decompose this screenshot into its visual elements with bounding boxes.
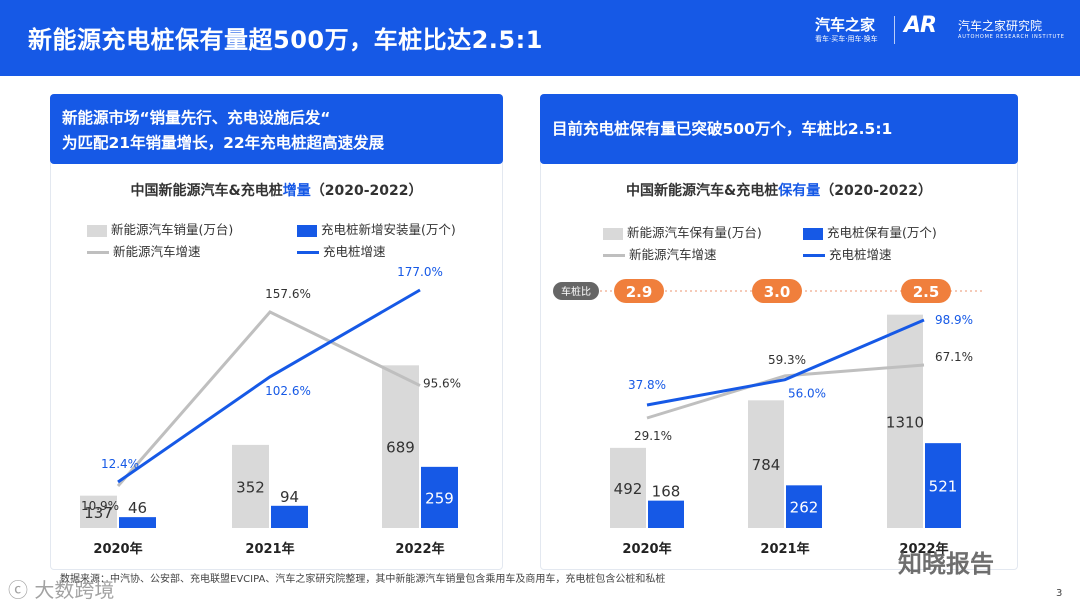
left-line-blue bbox=[117, 288, 421, 484]
right-line-blue-label-2: 98.9% bbox=[935, 313, 973, 327]
left-category-2: 2022年 bbox=[395, 541, 444, 557]
ratio-value-2: 2.5 bbox=[913, 283, 940, 301]
left-line-blue-label-1: 102.6% bbox=[265, 384, 311, 398]
ratio-value-1: 3.0 bbox=[764, 283, 791, 301]
right-line-blue-label-0: 37.8% bbox=[628, 378, 666, 392]
left-chart-title: 中国新能源汽车&充电桩增量（2020-2022） bbox=[51, 180, 502, 200]
left-banner-line2: 为匹配21年销量增长，22年充电桩超高速发展 bbox=[62, 134, 385, 152]
left-bar-gray-1 bbox=[232, 444, 269, 528]
ratio-label-pill bbox=[553, 282, 599, 300]
left-banner: 新能源市场“销量先行、充电设施后发“ 为匹配21年销量增长，22年充电桩超高速发… bbox=[50, 94, 503, 164]
right-bar-blue-2 bbox=[925, 443, 961, 528]
right-line-gray bbox=[646, 363, 925, 420]
left-category-1: 2021年 bbox=[245, 541, 294, 557]
right-title-prefix: 中国新能源汽车&充电桩 bbox=[626, 183, 779, 199]
research-institute-name-en: AUTOHOME RESEARCH INSTITUTE bbox=[958, 34, 1065, 40]
left-line-gray bbox=[116, 310, 421, 487]
right-line-blue-label-1: 56.0% bbox=[788, 387, 826, 401]
left-title-suffix: （2020-2022） bbox=[310, 183, 423, 199]
right-bar-gray-label-2: 1310 bbox=[886, 413, 924, 431]
right-bar-blue-label-1: 262 bbox=[790, 499, 819, 517]
right-category-2: 2022年 bbox=[899, 541, 948, 557]
right-bar-gray-2 bbox=[887, 314, 923, 528]
left-title-prefix: 中国新能源汽车&充电桩 bbox=[130, 183, 283, 199]
header-bar: 新能源充电桩保有量超500万，车桩比达2.5:1 汽车之家 看车·买车·用车·换… bbox=[0, 0, 1080, 76]
right-category-0: 2020年 bbox=[622, 541, 671, 557]
ratio-pill-2 bbox=[901, 279, 951, 303]
right-banner: 目前充电桩保有量已突破500万个，车桩比2.5:1 bbox=[540, 94, 1018, 164]
left-line-gray-label-1: 157.6% bbox=[265, 287, 311, 301]
left-legend-bar-blue: 充电桩新增安装量(万个) bbox=[297, 219, 456, 238]
page-title: 新能源充电桩保有量超500万，车桩比达2.5:1 bbox=[28, 26, 543, 54]
ratio-pill-1 bbox=[752, 279, 802, 303]
ratio-pill-0 bbox=[614, 279, 664, 303]
right-bar-gray-1 bbox=[748, 400, 784, 528]
right-bar-blue-1 bbox=[786, 485, 822, 528]
right-panel: 目前充电桩保有量已突破500万个，车桩比2.5:1 中国新能源汽车&充电桩保有量… bbox=[540, 94, 1018, 570]
left-bar-gray-label-2: 689 bbox=[386, 439, 415, 457]
right-line-blue bbox=[646, 318, 925, 407]
right-legend-bar-gray: 新能源汽车保有量(万台) bbox=[603, 222, 762, 241]
right-category-1: 2021年 bbox=[760, 541, 809, 557]
right-bar-gray-label-0: 492 bbox=[614, 480, 643, 498]
left-bar-blue-label-2: 259 bbox=[425, 489, 454, 507]
right-title-suffix: （2020-2022） bbox=[820, 183, 932, 199]
left-bar-blue-0 bbox=[119, 517, 156, 528]
right-legend-line-blue: 充电桩增速 bbox=[803, 244, 892, 263]
left-line-blue-label-2: 177.0% bbox=[397, 265, 443, 279]
left-legend-line-gray: 新能源汽车增速 bbox=[87, 241, 201, 260]
left-title-highlight: 增量 bbox=[282, 183, 311, 199]
left-legend-bar-gray: 新能源汽车销量(万台) bbox=[87, 219, 233, 238]
research-logo-icon: AR bbox=[904, 13, 937, 38]
left-bar-gray-label-1: 352 bbox=[236, 478, 265, 496]
right-chart-title: 中国新能源汽车&充电桩保有量（2020-2022） bbox=[541, 180, 1017, 200]
right-bar-gray-0 bbox=[610, 447, 646, 528]
left-banner-line1: 新能源市场“销量先行、充电设施后发“ bbox=[62, 109, 331, 127]
ratio-label-text: 车桩比 bbox=[561, 285, 591, 298]
left-category-0: 2020年 bbox=[93, 541, 142, 557]
left-bar-gray-0 bbox=[80, 495, 117, 528]
left-bar-blue-1 bbox=[271, 505, 308, 528]
left-bar-blue-label-0: 46 bbox=[128, 499, 147, 517]
autohome-logo-slogan: 看车·买车·用车·换车 bbox=[815, 35, 878, 43]
left-line-gray-label-0: 10.9% bbox=[81, 499, 119, 513]
right-line-gray-label-0: 29.1% bbox=[634, 429, 672, 443]
right-line-gray-label-1: 59.3% bbox=[768, 353, 806, 367]
left-bar-gray-label-0: 137 bbox=[84, 504, 113, 522]
right-line-gray-label-2: 67.1% bbox=[935, 350, 973, 364]
left-bar-gray-2 bbox=[382, 365, 419, 528]
logo-divider bbox=[894, 16, 895, 44]
left-bar-blue-label-1: 94 bbox=[280, 488, 299, 506]
left-line-blue-label-0: 12.4% bbox=[101, 457, 139, 471]
autohome-logo-text: 汽车之家 bbox=[815, 16, 876, 34]
right-bar-blue-label-0: 168 bbox=[652, 483, 681, 501]
left-bar-blue-2 bbox=[421, 466, 458, 528]
right-legend-line-gray: 新能源汽车增速 bbox=[603, 244, 717, 263]
watermark-left: ⓒ 大数跨境 bbox=[8, 578, 115, 602]
right-legend-bar-blue: 充电桩保有量(万个) bbox=[803, 222, 937, 241]
right-bar-blue-0 bbox=[648, 500, 684, 528]
left-line-gray-label-2: 95.6% bbox=[423, 377, 461, 391]
right-bar-blue-label-2: 521 bbox=[929, 478, 958, 496]
research-institute-name: 汽车之家研究院 bbox=[958, 19, 1043, 33]
page-number: 3 bbox=[1056, 588, 1063, 599]
ratio-value-0: 2.9 bbox=[626, 283, 653, 301]
right-title-highlight: 保有量 bbox=[778, 183, 821, 199]
watermark-right: 知晓报告 bbox=[898, 550, 994, 578]
right-bar-gray-label-1: 784 bbox=[752, 456, 781, 474]
footer-source: 数据来源：中汽协、公安部、充电联盟EVCIPA、汽车之家研究院整理，其中新能源汽… bbox=[60, 574, 666, 585]
left-legend-line-blue: 充电桩增速 bbox=[297, 241, 386, 260]
